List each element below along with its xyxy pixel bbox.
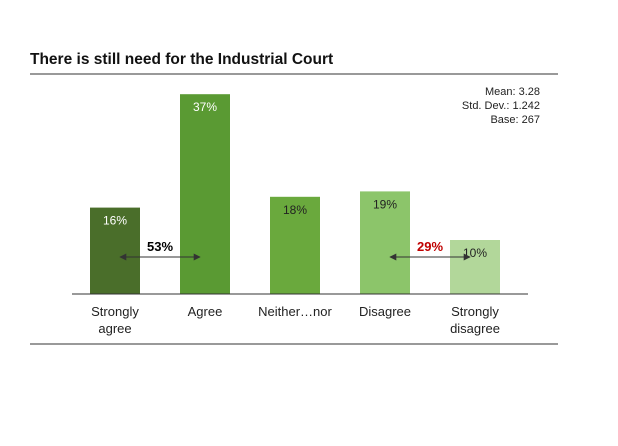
bar-value-label-0: 16% <box>103 214 127 228</box>
category-label-0-0: Strongly <box>91 304 139 319</box>
summary-stats: Mean: 3.28 Std. Dev.: 1.242 Base: 267 <box>462 86 540 126</box>
bar-4 <box>450 240 500 294</box>
stat-line-1: Std. Dev.: 1.242 <box>462 100 540 112</box>
stat-line-2: Base: 267 <box>490 114 540 126</box>
bar-value-label-2: 18% <box>283 203 307 217</box>
span-label-0: 53% <box>147 239 173 254</box>
bar-3 <box>360 191 410 294</box>
bar-0 <box>90 207 140 294</box>
category-label-4-0: Strongly <box>451 304 499 319</box>
bar-1 <box>180 94 230 294</box>
category-label-0-1: agree <box>98 321 131 336</box>
bar-2 <box>270 196 320 294</box>
bar-value-label-1: 37% <box>193 100 217 114</box>
category-label-2-0: Neither…nor <box>258 304 332 319</box>
category-label-3-0: Disagree <box>359 304 411 319</box>
category-label-4-1: disagree <box>450 321 500 336</box>
span-label-1: 29% <box>417 239 443 254</box>
bar-value-label-3: 19% <box>373 197 397 211</box>
bars: 16% 37% 18% 19% 10% <box>90 94 500 294</box>
category-label-1-0: Agree <box>188 304 223 319</box>
bar-value-label-4: 10% <box>463 246 487 260</box>
span-annotations: 53% 29% <box>119 239 471 261</box>
category-labels: Strongly agree Agree Neither…nor Disagree Str… <box>91 304 500 336</box>
chart-title: There is still need for the Industrial C… <box>30 51 333 68</box>
stat-line-0: Mean: 3.28 <box>485 86 540 98</box>
